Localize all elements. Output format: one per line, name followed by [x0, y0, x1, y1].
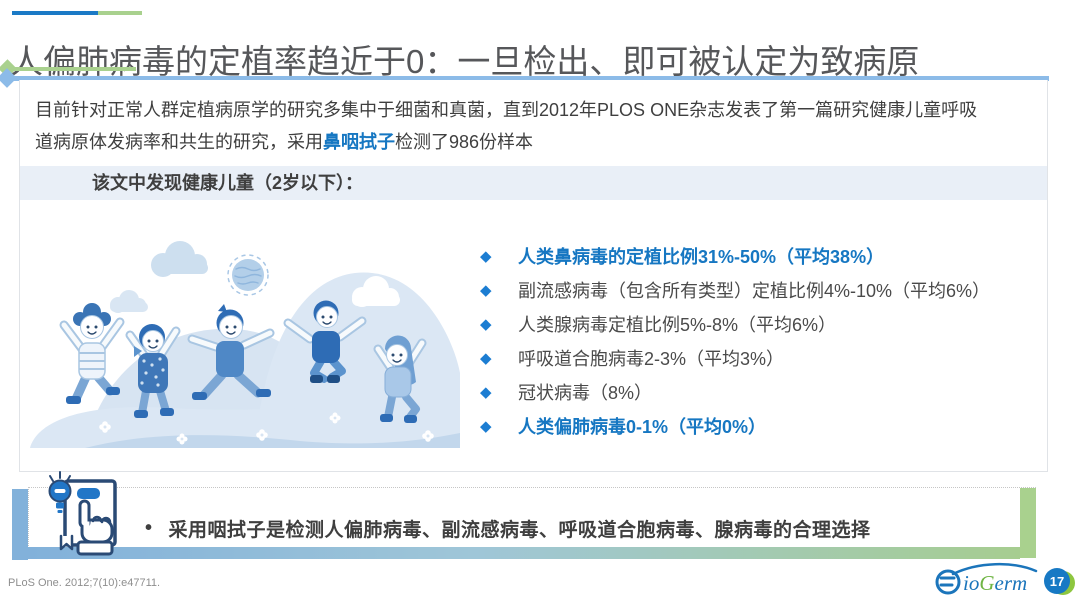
- diamond-bullet-icon: ◆: [480, 418, 492, 435]
- header-accent-line-blue: [12, 11, 98, 15]
- list-item: ◆ 人类腺病毒定植比例5%-8%（平均6%）: [480, 307, 1046, 341]
- list-item: ◆ 副流感病毒（包含所有类型）定植比例4%-10%（平均6%）: [480, 273, 1046, 307]
- page-title: 人偏肺病毒的定植率趋近于0：一旦检出、即可被认定为致病原: [10, 43, 920, 81]
- intro-line-2: 道病原体发病率和共生的研究，采用鼻咽拭子检测了986份样本: [35, 132, 534, 152]
- diamond-bullet-icon: ◆: [480, 282, 492, 299]
- intro-line-1: 目前针对正常人群定植病原学的研究多集中于细菌和真菌，直到2012年PLOS ON…: [35, 100, 978, 120]
- bullet-text: 人类偏肺病毒0-1%（平均0%）: [518, 417, 767, 437]
- biogerm-logo: ioGerm: [935, 563, 1038, 595]
- diamond-bullet-icon: ◆: [480, 316, 492, 333]
- list-item: ◆ 人类偏肺病毒0-1%（平均0%）: [480, 409, 1046, 443]
- diamond-bullet-icon: ◆: [480, 248, 492, 265]
- note-bullet: •: [145, 517, 153, 539]
- takeaway-accent-right: [1020, 488, 1036, 558]
- takeaway-accent-left: [12, 489, 28, 560]
- bullet-text: 副流感病毒（包含所有类型）定植比例4%-10%（平均6%）: [518, 281, 991, 301]
- citation: PLoS One. 2012;7(10):e47711.: [8, 577, 161, 589]
- child-1: [59, 303, 125, 404]
- intro-paragraph: 目前针对正常人群定植病原学的研究多集中于细菌和真菌，直到2012年PLOS ON…: [35, 94, 1035, 158]
- cloud: [151, 241, 208, 277]
- pointing-hand-icon: [76, 499, 114, 556]
- list-item: ◆ 呼吸道合胞病毒2-3%（平均3%）: [480, 341, 1046, 375]
- page-number-badge: 17: [1044, 568, 1076, 595]
- sun: [227, 254, 269, 296]
- svg-text:ioGerm: ioGerm: [963, 571, 1027, 595]
- bullet-text: 人类鼻病毒的定植比例31%-50%（平均38%）: [518, 247, 885, 267]
- child-2: [125, 324, 181, 418]
- child-5: [373, 335, 427, 423]
- children-illustration: [30, 241, 460, 448]
- highlight-term: 鼻咽拭子: [323, 132, 395, 152]
- takeaway-box: [28, 487, 1036, 558]
- finding-banner: 该文中发现健康儿童（2岁以下）：: [20, 166, 1047, 200]
- flowers: [99, 412, 434, 445]
- cloud-white: [352, 276, 400, 307]
- title-underline-green: [8, 67, 136, 71]
- child-4: [283, 300, 367, 383]
- list-item: ◆ 冠状病毒（8%）: [480, 375, 1046, 409]
- lightbulb-icon: [48, 471, 72, 513]
- title-underline-blue: [8, 76, 1049, 81]
- child-3: [187, 304, 275, 400]
- finding-banner-label: 该文中发现健康儿童（2岁以下）：: [92, 173, 364, 193]
- bullet-text: 人类腺病毒定植比例5%-8%（平均6%）: [518, 315, 837, 335]
- cloud-small: [110, 290, 148, 313]
- badge-number: 17: [1044, 568, 1070, 594]
- takeaway-note: • 采用咽拭子是检测人偏肺病毒、副流感病毒、呼吸道合胞病毒、腺病毒的合理选择: [145, 515, 1025, 542]
- header-accent-line-green: [98, 11, 142, 15]
- note-text: 采用咽拭子是检测人偏肺病毒、副流感病毒、呼吸道合胞病毒、腺病毒的合理选择: [168, 520, 871, 541]
- diamond-bullet-icon: ◆: [480, 350, 492, 367]
- bullet-text: 冠状病毒（8%）: [518, 383, 653, 403]
- list-item: ◆ 人类鼻病毒的定植比例31%-50%（平均38%）: [480, 239, 1046, 273]
- takeaway-gradient-bar: [28, 547, 1020, 559]
- bullet-text: 呼吸道合胞病毒2-3%（平均3%）: [518, 349, 785, 369]
- tip-icon: [48, 471, 117, 556]
- diamond-bullet-icon: ◆: [480, 384, 492, 401]
- findings-list: ◆ 人类鼻病毒的定植比例31%-50%（平均38%） ◆ 副流感病毒（包含所有类型）…: [480, 239, 1046, 443]
